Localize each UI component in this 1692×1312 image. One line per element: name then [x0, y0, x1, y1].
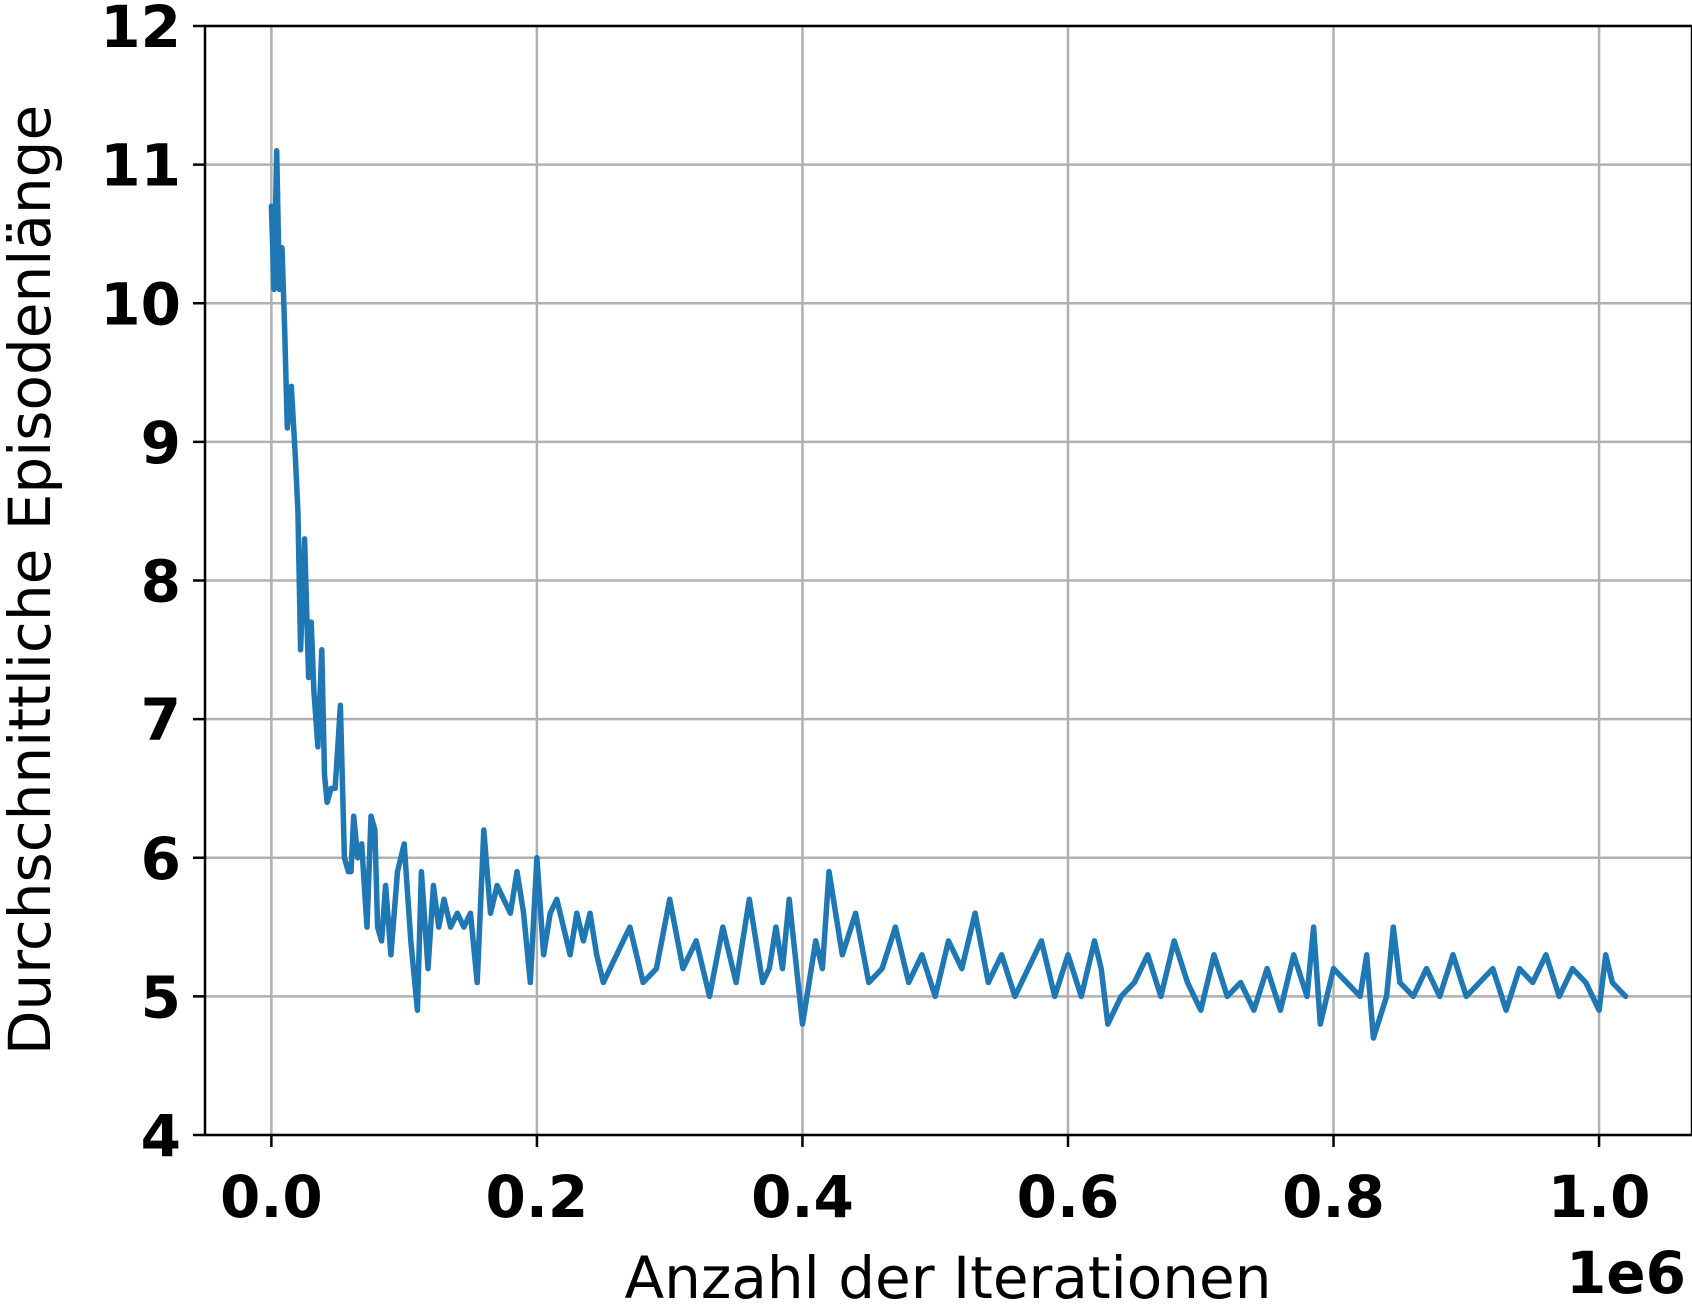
x-axis-offset-label: 1e6: [1566, 1239, 1686, 1307]
y-tick-label: 9: [141, 409, 181, 477]
series-line: [268, 148, 1629, 1041]
y-axis-title: Durchschnittliche Episodenlänge: [0, 105, 64, 1055]
x-tick-label: 0.8: [1282, 1163, 1385, 1231]
y-tick-label: 8: [141, 548, 181, 616]
x-tick-label: 0.6: [1017, 1163, 1120, 1231]
y-tick-label: 5: [141, 963, 181, 1031]
x-tick-label: 1.0: [1548, 1163, 1651, 1231]
y-tick-label: 6: [141, 825, 181, 893]
y-axis: 4 5 6 7 8 9 10 11 12: [100, 0, 205, 1170]
x-tick-label: 0.2: [486, 1163, 589, 1231]
x-tick-label: 0.4: [751, 1163, 854, 1231]
y-tick-label: 7: [141, 686, 181, 754]
x-tick-label: 0.0: [220, 1163, 323, 1231]
y-tick-label: 11: [100, 132, 181, 200]
x-axis-title: Anzahl der Iterationen: [625, 1244, 1272, 1312]
y-tick-label: 4: [141, 1102, 181, 1170]
y-tick-label: 12: [100, 0, 181, 61]
y-tick-label: 10: [100, 270, 181, 338]
grid-lines: [205, 24, 1692, 1137]
x-axis: 0.0 0.2 0.4 0.6 0.8 1.0: [220, 1135, 1650, 1231]
